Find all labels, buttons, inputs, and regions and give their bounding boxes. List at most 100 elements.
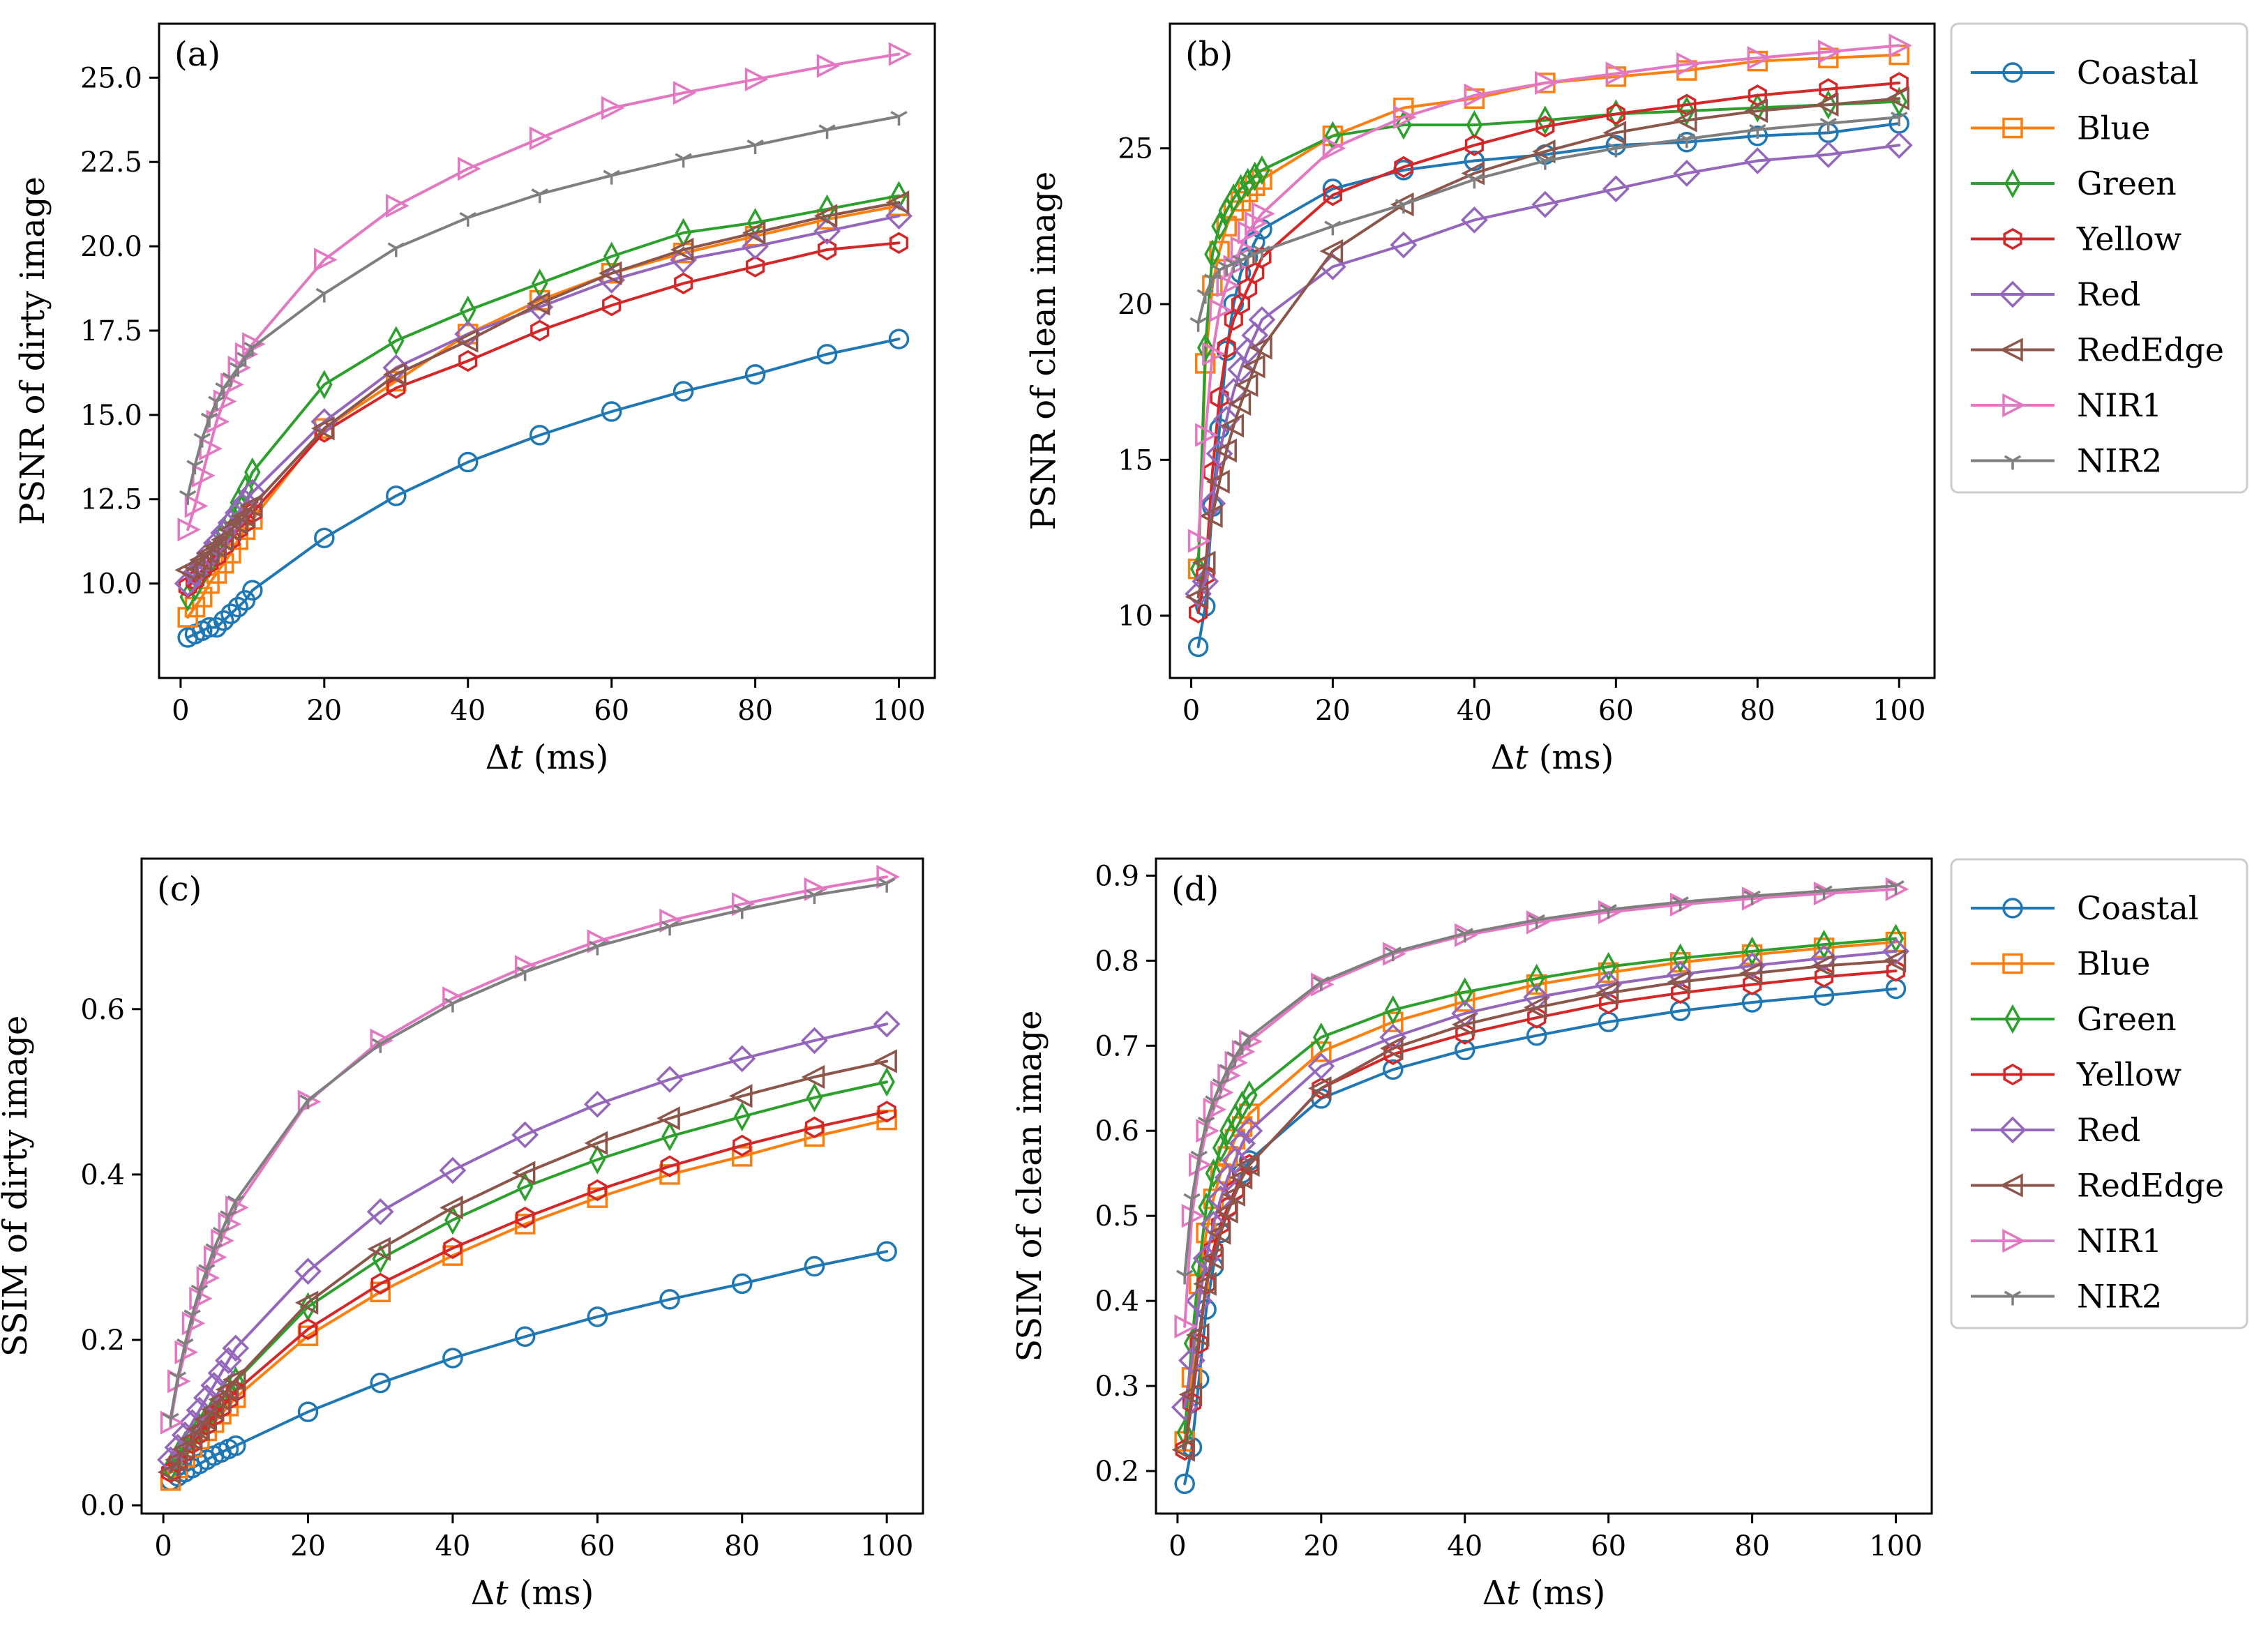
data-point-nir2 bbox=[212, 1226, 230, 1242]
data-point-nir1 bbox=[314, 248, 338, 272]
data-point-green bbox=[244, 457, 261, 488]
data-point-rededge bbox=[511, 1161, 536, 1185]
data-point-rededge bbox=[210, 527, 234, 552]
data-point-coastal bbox=[529, 425, 550, 446]
x-tick-label: 100 bbox=[1869, 1530, 1922, 1562]
data-point-nir1 bbox=[1194, 423, 1219, 447]
data-point-coastal bbox=[1230, 262, 1252, 284]
x-tick-label: 80 bbox=[737, 695, 773, 727]
x-tick-label: 20 bbox=[1315, 695, 1351, 727]
y-tick-label: 20 bbox=[1118, 289, 1153, 321]
legend-item-yellow: Yellow bbox=[1971, 1056, 2181, 1094]
x-tick-label: 40 bbox=[435, 1530, 470, 1562]
data-point-nir2 bbox=[1324, 220, 1342, 236]
series-line-coastal bbox=[169, 1250, 889, 1482]
data-point-nir2 bbox=[1819, 117, 1837, 133]
data-point-rededge bbox=[742, 220, 766, 245]
data-point-rededge bbox=[1674, 108, 1697, 133]
data-point-nir2 bbox=[193, 432, 211, 448]
y-axis-title: SSIM of dirty image bbox=[0, 1016, 35, 1357]
data-point-coastal bbox=[242, 580, 263, 601]
legend-label: Coastal bbox=[2077, 889, 2199, 927]
data-point-rededge bbox=[1206, 469, 1230, 494]
legend-marker-red bbox=[1999, 280, 2027, 308]
data-point-coastal bbox=[227, 596, 249, 618]
legend-label: Yellow bbox=[2076, 220, 2181, 258]
data-point-nir2 bbox=[878, 877, 896, 893]
series-line-rededge bbox=[1183, 959, 1898, 1451]
data-point-nir2 bbox=[1743, 890, 1761, 905]
legend-label: Blue bbox=[2077, 110, 2150, 147]
legend-label: Red bbox=[2077, 1111, 2140, 1149]
data-point-nir1 bbox=[177, 518, 201, 542]
data-point-rededge bbox=[1379, 1036, 1404, 1061]
data-point-yellow bbox=[1224, 308, 1243, 331]
x-tick-label: 60 bbox=[580, 1530, 615, 1562]
series-line-coastal bbox=[186, 338, 901, 639]
series-red bbox=[157, 1010, 901, 1474]
y-tick-label: 0.6 bbox=[80, 994, 125, 1026]
data-point-blue bbox=[177, 607, 198, 628]
y-axis-title: SSIM of clean image bbox=[1010, 1010, 1049, 1362]
data-point-rededge bbox=[1193, 1272, 1217, 1296]
y-tick-label: 25 bbox=[1118, 133, 1153, 165]
y-tick-label: 10 bbox=[1118, 601, 1153, 633]
data-point-coastal bbox=[601, 401, 622, 422]
data-point-yellow bbox=[1238, 277, 1258, 300]
data-point-nir2 bbox=[1212, 1078, 1229, 1094]
legend-item-rededge: RedEdge bbox=[1971, 1167, 2224, 1205]
data-point-red bbox=[207, 1359, 235, 1387]
data-point-blue bbox=[731, 1146, 753, 1167]
legend-marker-coastal bbox=[2002, 62, 2023, 83]
data-point-yellow bbox=[746, 255, 765, 278]
legend-marker-rededge bbox=[1999, 1173, 2023, 1198]
y-tick-label: 0.5 bbox=[1095, 1200, 1139, 1232]
data-point-rededge bbox=[1667, 970, 1691, 994]
data-point-rededge bbox=[584, 1131, 608, 1156]
data-point-yellow bbox=[1394, 156, 1413, 179]
x-axis-title: Δt (ms) bbox=[1482, 1574, 1606, 1613]
panel-label: (b) bbox=[1185, 35, 1233, 74]
data-point-red bbox=[1885, 131, 1913, 159]
data-point-blue bbox=[1383, 1011, 1404, 1032]
data-point-rededge bbox=[1234, 372, 1259, 398]
data-point-nir2 bbox=[1196, 289, 1214, 304]
series-line-coastal bbox=[1196, 121, 1901, 649]
data-point-rededge bbox=[656, 1106, 680, 1131]
data-point-yellow bbox=[1606, 103, 1625, 126]
data-point-nir1 bbox=[1676, 52, 1700, 77]
data-point-blue bbox=[1252, 169, 1272, 190]
data-point-yellow bbox=[370, 1272, 390, 1295]
legend-item-coastal: Coastal bbox=[1971, 889, 2199, 927]
data-point-yellow bbox=[443, 1237, 463, 1260]
data-point-rededge bbox=[1319, 239, 1344, 264]
data-point-yellow bbox=[1535, 115, 1555, 138]
data-point-coastal bbox=[1747, 126, 1768, 146]
legend-item-nir2: NIR2 bbox=[1971, 442, 2162, 480]
x-tick-label: 100 bbox=[1872, 695, 1925, 727]
legend-label: RedEdge bbox=[2077, 331, 2224, 369]
data-point-nir2 bbox=[315, 287, 333, 303]
data-point-rededge bbox=[1744, 98, 1768, 123]
data-point-nir2 bbox=[299, 1094, 317, 1110]
data-point-nir2 bbox=[1190, 1150, 1208, 1166]
x-tick-label: 0 bbox=[172, 695, 189, 727]
legend-item-nir1: NIR1 bbox=[1971, 1222, 2162, 1260]
series-rededge bbox=[157, 1049, 897, 1484]
data-point-nir1 bbox=[1252, 202, 1275, 226]
data-point-green bbox=[1313, 1022, 1330, 1053]
data-point-red bbox=[1390, 231, 1418, 259]
panel-d: 0 20 40 60 80 100 0.2 0.3 0.4 0.5 0.6 0.7 0.8 0.9 Δt (… bbox=[1010, 857, 1933, 1613]
data-point-nir1 bbox=[1818, 40, 1842, 64]
y-tick-label: 0.3 bbox=[1095, 1371, 1139, 1403]
data-point-rededge bbox=[1886, 86, 1910, 111]
data-point-nir1 bbox=[1216, 273, 1240, 298]
data-point-green bbox=[661, 1122, 678, 1152]
x-tick-label: 80 bbox=[1734, 1530, 1770, 1562]
series-rededge bbox=[1185, 86, 1910, 610]
data-point-green bbox=[1247, 161, 1263, 192]
data-point-nir2 bbox=[1384, 947, 1402, 962]
data-point-nir2 bbox=[1183, 1193, 1201, 1208]
data-point-nir2 bbox=[179, 490, 197, 505]
data-point-red bbox=[1171, 1394, 1199, 1421]
